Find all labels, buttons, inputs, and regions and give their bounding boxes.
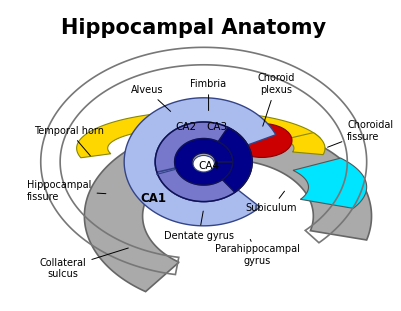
Text: Fimbria: Fimbria [190,79,227,110]
Ellipse shape [193,156,215,172]
Text: Temporal horn: Temporal horn [34,126,104,156]
Text: Choroid
plexus: Choroid plexus [258,73,295,126]
Text: Hippocampal
fissure: Hippocampal fissure [27,180,106,202]
Text: Parahippocampal
gyrus: Parahippocampal gyrus [215,239,300,266]
Polygon shape [155,122,228,172]
Polygon shape [218,128,252,192]
Text: CA3: CA3 [207,122,228,132]
Text: Subiculum: Subiculum [246,191,298,213]
Text: Dentate gyrus: Dentate gyrus [164,211,234,240]
Text: CA2: CA2 [176,122,197,132]
Polygon shape [77,111,321,158]
Polygon shape [84,124,372,292]
Polygon shape [174,138,233,185]
Text: CA1: CA1 [140,192,166,205]
Text: Choroidal
fissure: Choroidal fissure [328,120,393,147]
Text: Hippocampal Anatomy: Hippocampal Anatomy [61,18,326,38]
Polygon shape [293,158,367,208]
Polygon shape [124,98,276,226]
Text: Collateral
sulcus: Collateral sulcus [40,248,128,279]
Text: CA4: CA4 [198,161,219,171]
Ellipse shape [232,123,292,157]
Polygon shape [285,133,325,155]
Polygon shape [157,168,235,202]
Text: Alveus: Alveus [131,85,170,111]
